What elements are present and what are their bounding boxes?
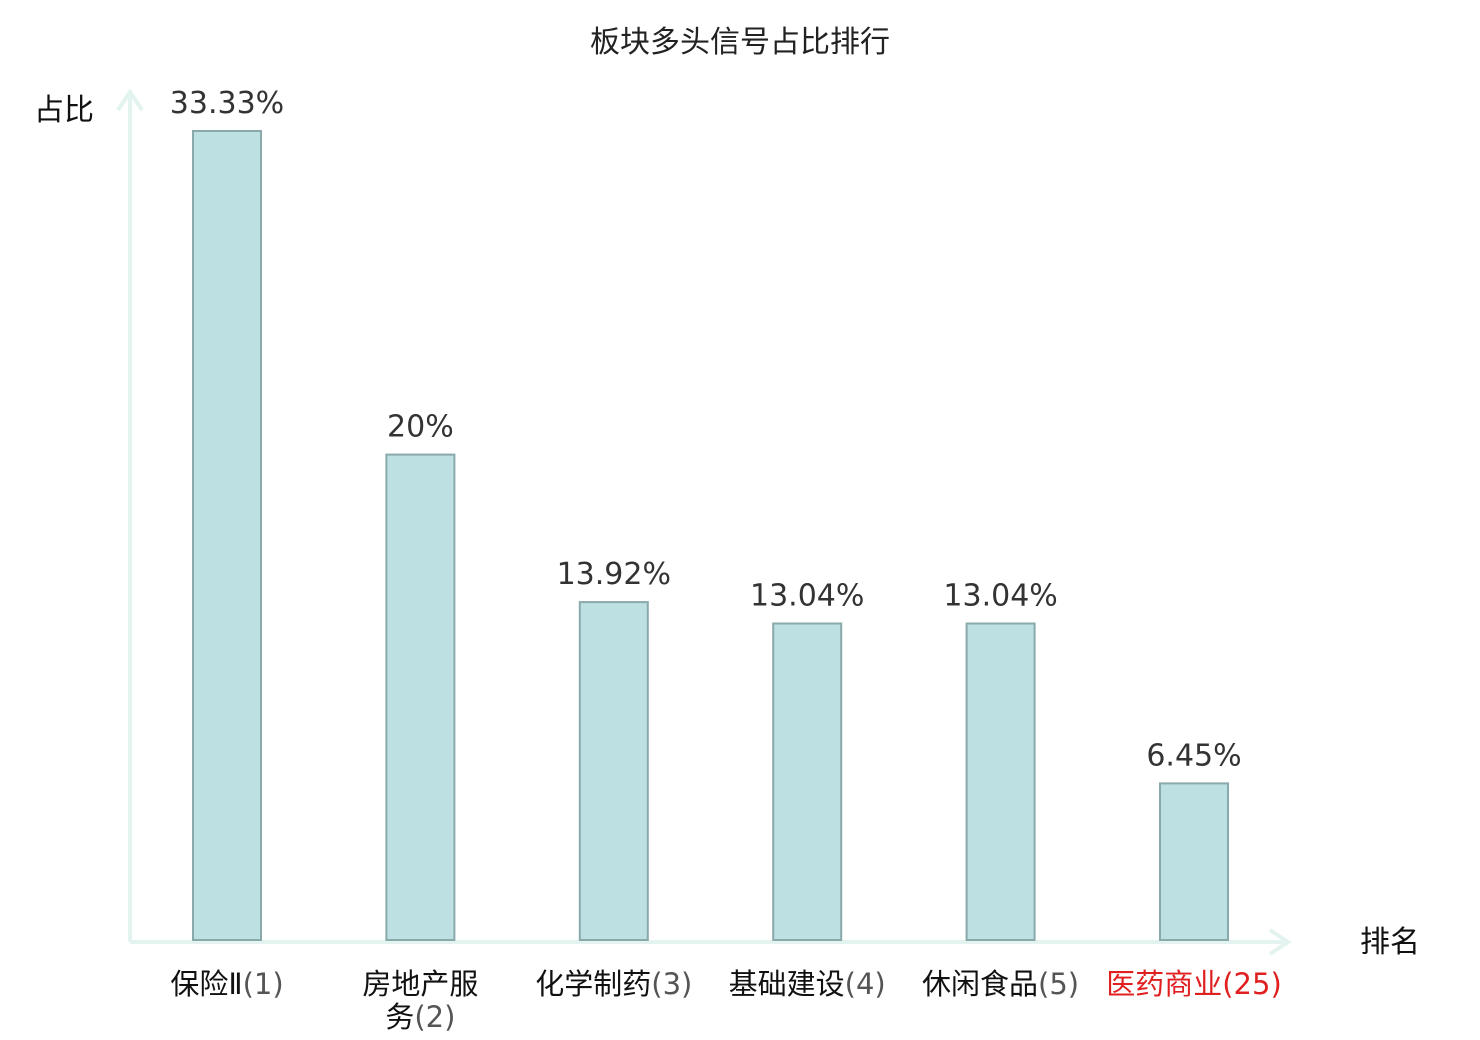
y-axis-arrow — [116, 88, 144, 112]
chart-title: 板块多头信号占比排行 — [590, 25, 890, 60]
category-label-2-line-1: 房地产服 — [362, 967, 478, 1001]
value-label-1: 33.33% — [170, 86, 284, 121]
bar-1 — [192, 130, 262, 941]
value-labels-group: 33.33% 20% 13.92% 13.04% 13.04% 6.45% — [170, 86, 1242, 773]
bar-4 — [772, 622, 843, 941]
value-label-5: 13.04% — [943, 579, 1057, 614]
bar-3 — [578, 601, 649, 941]
bar-2 — [385, 453, 456, 941]
bar-5 — [965, 622, 1036, 941]
value-label-2: 20% — [387, 410, 454, 445]
value-label-3: 13.92% — [557, 557, 671, 592]
category-label-1: 保险Ⅱ(1) — [170, 967, 283, 1001]
category-label-5: 休闲食品(5) — [922, 967, 1079, 1001]
category-label-2-line-2: 务(2) — [385, 1000, 455, 1034]
category-label-4: 基础建设(4) — [729, 967, 886, 1001]
value-label-6: 6.45% — [1146, 738, 1241, 773]
y-axis-label: 占比 — [34, 93, 94, 128]
bars-group — [192, 130, 1229, 942]
bar-6 — [1159, 782, 1229, 942]
x-axis-label: 排名 — [1360, 925, 1420, 960]
value-label-4: 13.04% — [750, 579, 864, 614]
x-axis-arrow — [1268, 928, 1292, 956]
category-label-6: 医药商业(25) — [1106, 967, 1282, 1001]
category-label-3: 化学制药(3) — [535, 967, 692, 1001]
